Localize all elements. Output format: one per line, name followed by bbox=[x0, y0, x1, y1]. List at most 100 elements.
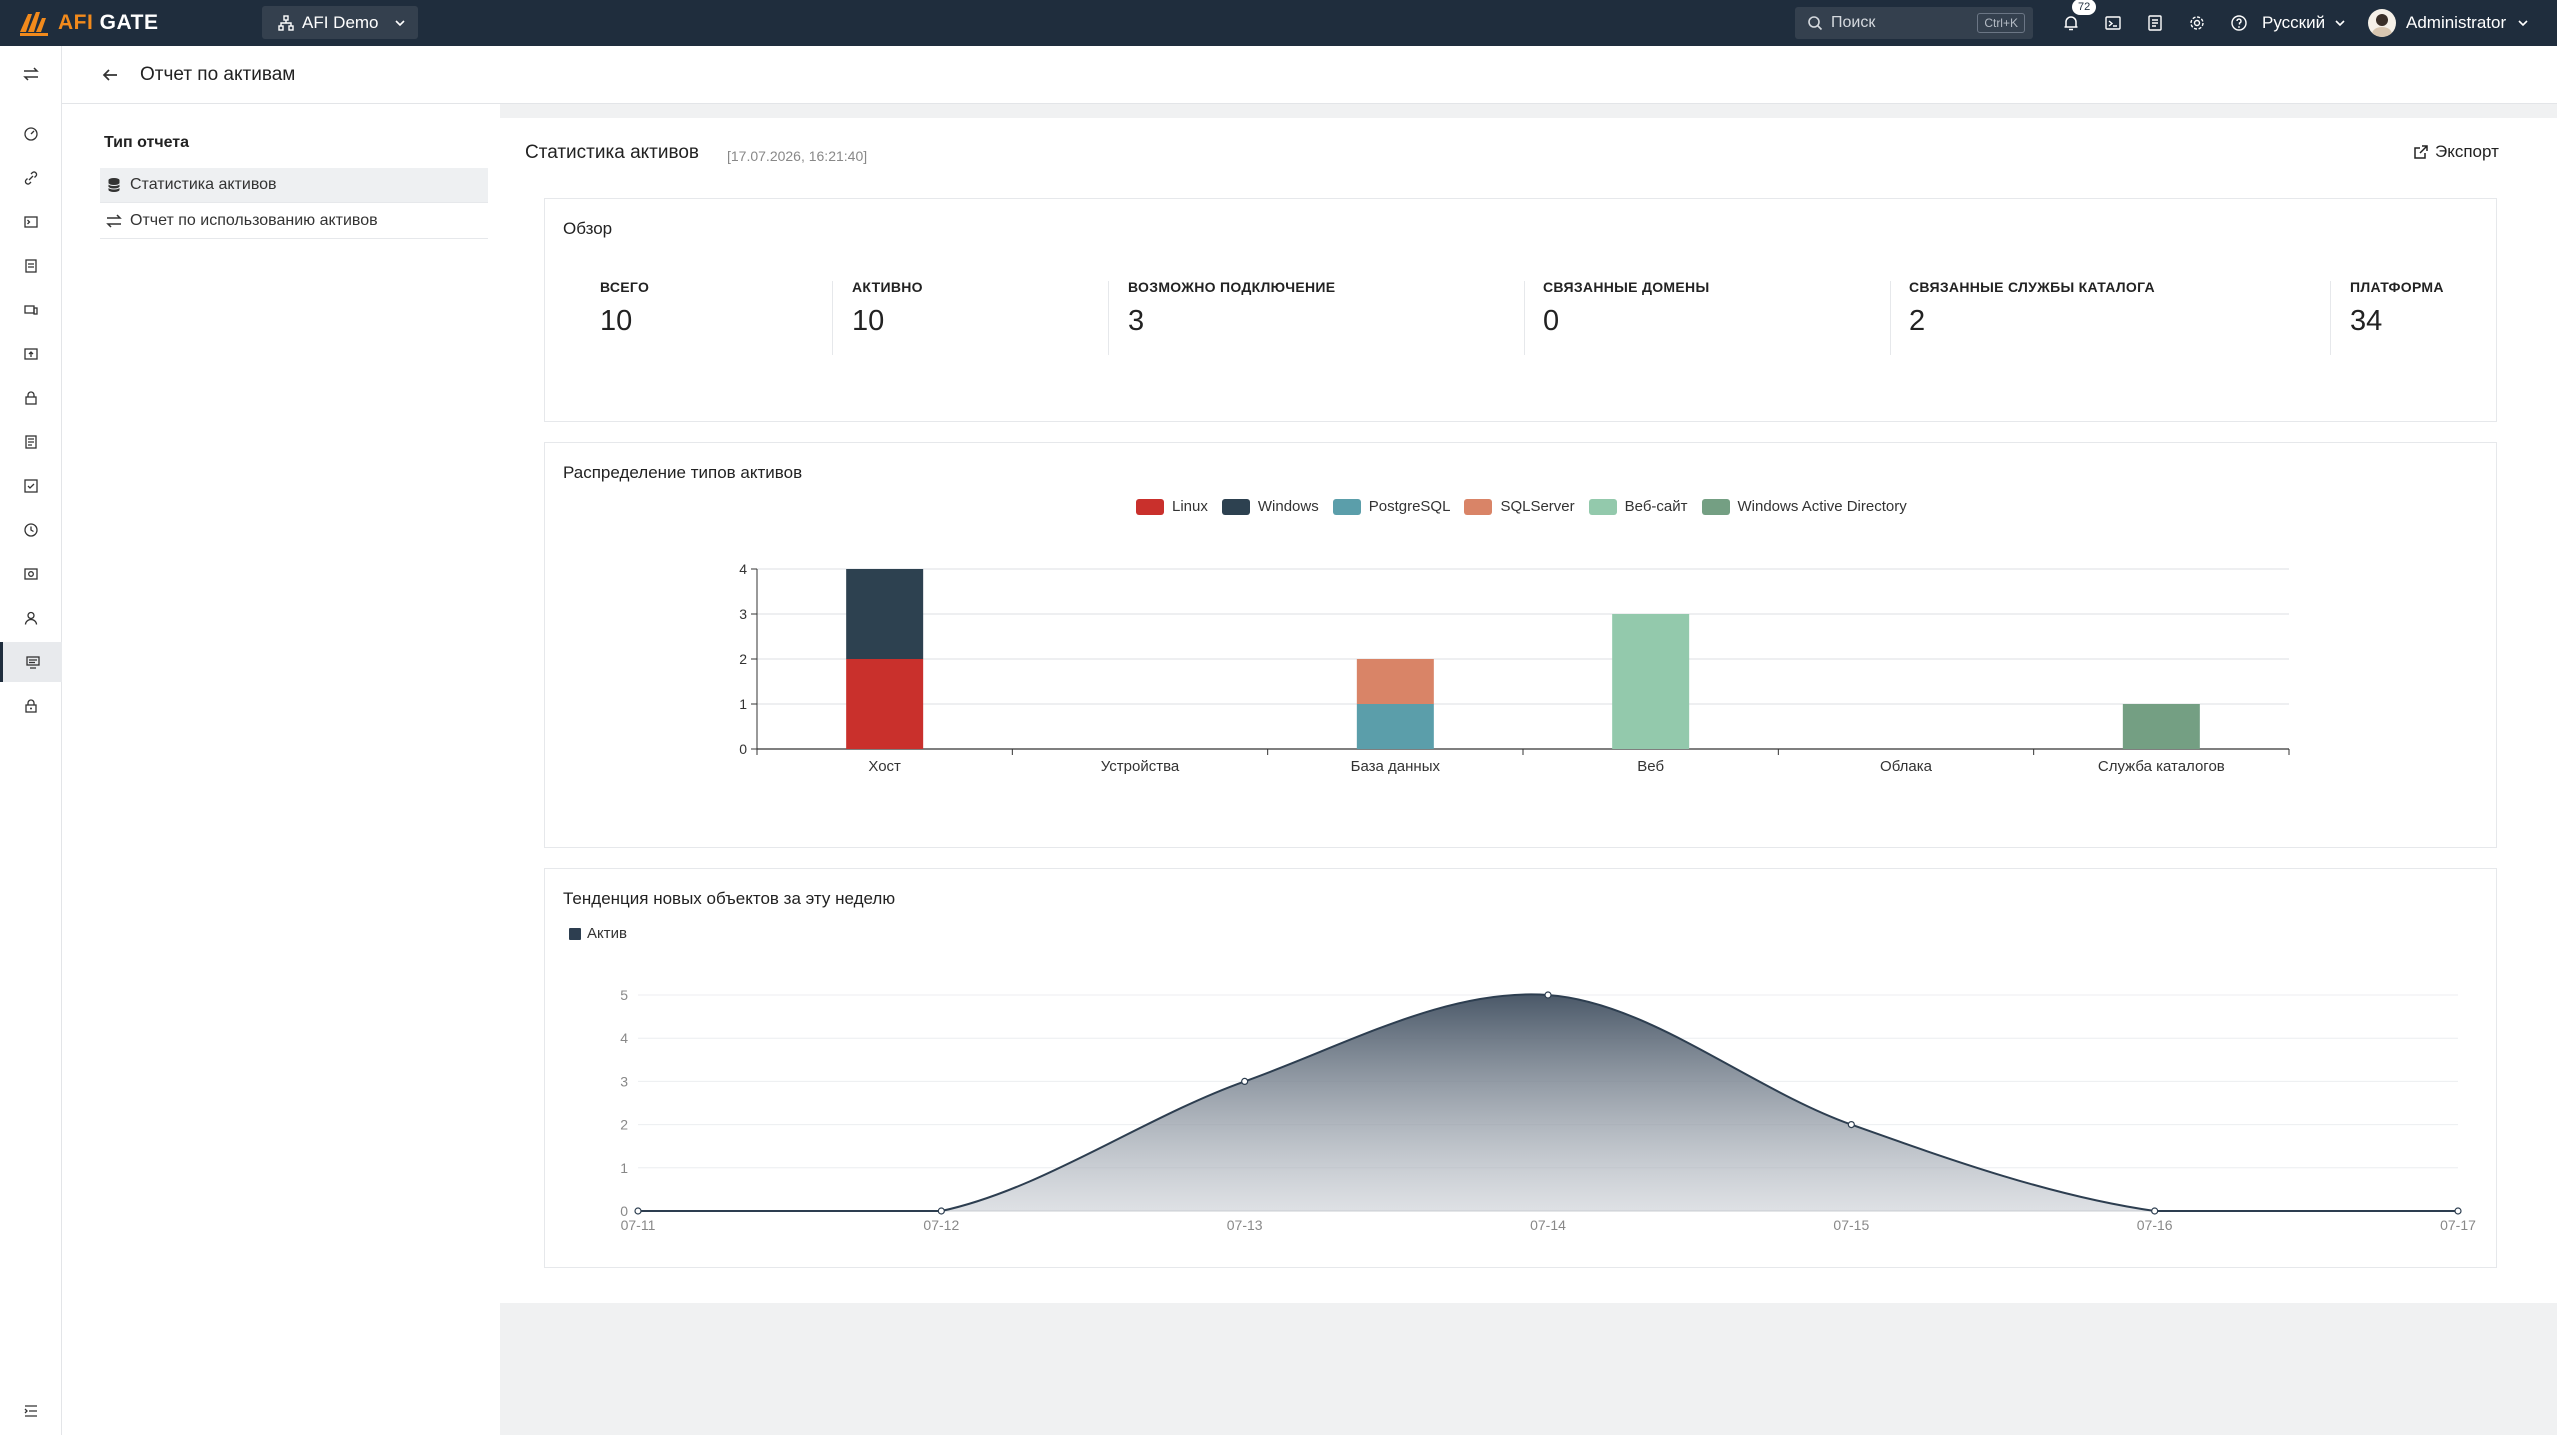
divider bbox=[1108, 281, 1109, 355]
x-tick-label: 07-16 bbox=[2137, 1217, 2173, 1233]
avatar bbox=[2368, 9, 2396, 37]
tasks-button[interactable] bbox=[2134, 0, 2176, 46]
collapse-menu-button[interactable] bbox=[0, 1391, 62, 1431]
legend-item[interactable]: Windows Active Directory bbox=[1701, 498, 1907, 515]
menu-collapse-icon bbox=[24, 1405, 37, 1417]
data-point bbox=[937, 1207, 945, 1215]
terminal-icon bbox=[2105, 16, 2121, 30]
x-tick-label: 07-17 bbox=[2440, 1217, 2476, 1233]
rail-item-documents[interactable] bbox=[0, 246, 62, 286]
user-icon bbox=[24, 611, 38, 625]
bar-segment bbox=[1356, 704, 1434, 749]
rail-item-users[interactable] bbox=[0, 598, 62, 638]
x-tick-label: 07-11 bbox=[621, 1217, 656, 1233]
legend-swatch bbox=[569, 927, 581, 940]
logo[interactable]: AFI GATE bbox=[18, 0, 158, 46]
legend-swatch bbox=[1221, 498, 1250, 515]
divider bbox=[100, 238, 488, 239]
legend-label: Веб-сайт bbox=[1624, 498, 1688, 515]
settings-button[interactable] bbox=[2176, 0, 2218, 46]
chevron-down-icon bbox=[394, 19, 405, 26]
document-list-icon bbox=[2148, 15, 2162, 31]
page-header: Отчет по активам bbox=[62, 46, 2557, 104]
lock-icon bbox=[25, 699, 37, 713]
link-icon bbox=[24, 171, 38, 185]
notification-badge: 72 bbox=[2072, 0, 2097, 15]
bar-segment bbox=[1612, 614, 1690, 749]
chart-legend: Linux Windows PostgreSQL SQLServer Веб-сайт W… bbox=[1136, 498, 1921, 515]
legend-item[interactable]: Linux bbox=[1136, 498, 1208, 515]
x-tick-label: 07-12 bbox=[923, 1217, 959, 1233]
stat-active: АКТИВНО 10 bbox=[852, 279, 923, 338]
rail-item-list[interactable] bbox=[0, 422, 62, 462]
report-icon bbox=[25, 656, 40, 669]
checklist-icon bbox=[24, 479, 38, 493]
rail-item-history[interactable] bbox=[0, 510, 62, 550]
rail-item-links[interactable] bbox=[0, 158, 62, 198]
org-selector[interactable]: AFI Demo bbox=[262, 6, 418, 39]
rail-item-upload[interactable] bbox=[0, 334, 62, 374]
legend-item[interactable]: PostgreSQL bbox=[1332, 498, 1450, 515]
swap-arrows-icon bbox=[106, 214, 122, 228]
bar-segment bbox=[2122, 704, 2200, 749]
rail-item-lock[interactable] bbox=[0, 378, 62, 418]
search-input[interactable]: Поиск Ctrl+K bbox=[1795, 7, 2033, 39]
x-tick-label: Служба каталогов bbox=[2098, 758, 2225, 775]
org-icon bbox=[278, 14, 294, 31]
legend-item[interactable]: Веб-сайт bbox=[1588, 498, 1688, 515]
divider bbox=[1524, 281, 1525, 355]
y-tick-label: 3 bbox=[739, 606, 747, 622]
legend-item[interactable]: Windows bbox=[1221, 498, 1319, 515]
user-menu[interactable]: Administrator bbox=[2368, 0, 2530, 46]
x-tick-label: 07-13 bbox=[1227, 1217, 1263, 1233]
report-type-asset-usage[interactable]: Отчет по использованию активов bbox=[100, 204, 488, 238]
y-tick-label: 0 bbox=[739, 741, 747, 757]
stat-label: СВЯЗАННЫЕ СЛУЖБЫ КАТАЛОГА bbox=[1909, 279, 2155, 295]
stat-directory-services: СВЯЗАННЫЕ СЛУЖБЫ КАТАЛОГА 2 bbox=[1909, 279, 2155, 338]
logo-text: AFI GATE bbox=[58, 11, 159, 34]
left-rail bbox=[0, 46, 62, 1435]
rail-item-audit[interactable] bbox=[0, 554, 62, 594]
stat-value: 10 bbox=[600, 305, 633, 337]
stat-label: СВЯЗАННЫЕ ДОМЕНЫ bbox=[1543, 279, 1710, 295]
language-selector[interactable]: Русский bbox=[2262, 0, 2347, 46]
rail-item-dashboard[interactable] bbox=[0, 114, 62, 154]
stat-domains: СВЯЗАННЫЕ ДОМЕНЫ 0 bbox=[1543, 279, 1709, 338]
report-type-asset-statistics[interactable]: Статистика активов bbox=[100, 168, 488, 202]
y-tick-label: 1 bbox=[739, 696, 747, 712]
asset-type-distribution-card: Распределение типов активов Linux Windows… bbox=[544, 442, 2497, 848]
legend-item[interactable]: Актив bbox=[569, 925, 627, 942]
stat-connectable: ВОЗМОЖНО ПОДКЛЮЧЕНИЕ 3 bbox=[1128, 279, 1335, 338]
rail-toggle-button[interactable] bbox=[0, 54, 62, 94]
rail-item-tasks[interactable] bbox=[0, 466, 62, 506]
search-shortcut: Ctrl+K bbox=[1977, 13, 2025, 33]
terminal-icon bbox=[24, 216, 38, 228]
data-point bbox=[634, 1207, 642, 1215]
bar-segment bbox=[846, 569, 924, 659]
terminal-button[interactable] bbox=[2092, 0, 2134, 46]
legend-item[interactable]: SQLServer bbox=[1464, 498, 1575, 515]
divider bbox=[100, 202, 488, 203]
back-arrow-icon[interactable] bbox=[100, 65, 120, 85]
logo-icon bbox=[20, 12, 48, 36]
report-type-title: Тип отчета bbox=[104, 134, 190, 151]
rail-item-devices[interactable] bbox=[0, 290, 62, 330]
devices-icon bbox=[24, 305, 38, 315]
notifications-button[interactable]: 72 bbox=[2050, 0, 2097, 46]
legend-swatch bbox=[1701, 498, 1730, 515]
x-tick-label: Устройства bbox=[1101, 758, 1180, 775]
export-button[interactable]: Экспорт bbox=[2413, 142, 2499, 162]
area-chart: 0 1 2 3 4 5 07-11 07-12 07-13 07-14 07-15 07-16 07-1… bbox=[620, 987, 2476, 1233]
page-title: Отчет по активам bbox=[140, 63, 296, 85]
report-type-panel: Тип отчета Статистика активов Отчет по и… bbox=[62, 104, 500, 1435]
help-button[interactable] bbox=[2218, 0, 2260, 46]
report-type-label: Отчет по использованию активов bbox=[130, 212, 378, 229]
bar-segment bbox=[846, 659, 924, 749]
external-link-icon bbox=[2414, 145, 2428, 159]
x-tick-label: Облака bbox=[1880, 758, 1933, 775]
rail-item-terminal[interactable] bbox=[0, 202, 62, 242]
history-icon bbox=[24, 523, 38, 537]
y-tick-label: 0 bbox=[620, 1203, 628, 1219]
rail-item-security[interactable] bbox=[0, 686, 62, 726]
rail-item-reports[interactable] bbox=[0, 642, 62, 682]
